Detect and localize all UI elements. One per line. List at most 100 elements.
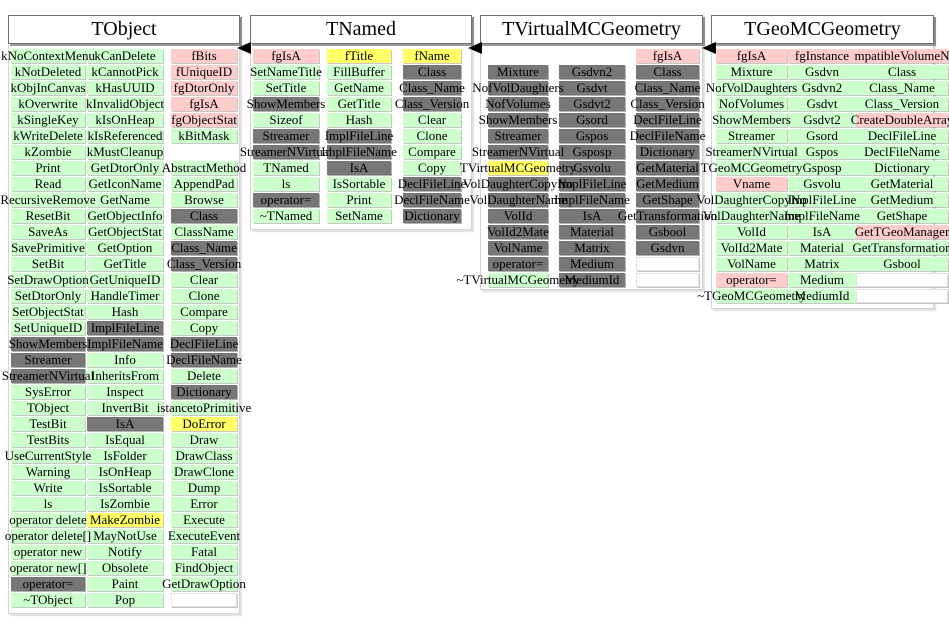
member-cell[interactable]: TVirtualMCGeometry xyxy=(460,161,576,175)
member-cell[interactable]: Compare xyxy=(171,305,237,319)
member-cell[interactable]: VolDaughterCopyNo xyxy=(463,177,573,191)
member-cell[interactable]: Matrix xyxy=(559,241,625,255)
member-cell[interactable]: InvertBit xyxy=(87,401,163,415)
member-cell[interactable]: Class xyxy=(636,65,699,79)
member-cell[interactable]: Print xyxy=(327,193,391,207)
member-cell[interactable]: ShowMembers xyxy=(712,113,791,127)
member-cell[interactable]: Streamer xyxy=(11,353,85,367)
member-cell[interactable]: VolName xyxy=(488,241,548,255)
member-cell[interactable]: Class_Version xyxy=(630,97,705,111)
member-cell[interactable]: ClassName xyxy=(171,225,237,239)
member-cell[interactable]: Copy xyxy=(171,321,237,335)
member-cell[interactable]: GetTGeoManager xyxy=(855,225,949,239)
member-cell[interactable]: GetMedium xyxy=(636,177,699,191)
member-cell[interactable]: Draw xyxy=(171,433,237,447)
member-cell[interactable]: Streamer xyxy=(253,129,319,143)
member-cell[interactable]: TObject xyxy=(11,401,85,415)
member-cell[interactable]: Class_Version xyxy=(856,97,948,111)
member-cell[interactable]: Gsvolu xyxy=(788,177,856,191)
member-cell[interactable]: fgDtorOnly xyxy=(171,81,237,95)
member-cell[interactable]: DrawClass xyxy=(171,449,237,463)
member-cell[interactable]: SetTitle xyxy=(253,81,319,95)
member-cell[interactable]: ShowMembers xyxy=(247,97,325,111)
member-cell[interactable]: ImplFileName xyxy=(321,145,397,159)
member-cell[interactable]: AppendPad xyxy=(171,177,237,191)
member-cell[interactable]: Gsord xyxy=(788,129,856,143)
member-cell[interactable]: ShowMembers xyxy=(479,113,557,127)
member-cell[interactable]: operator delete xyxy=(9,513,87,527)
member-cell[interactable]: Copy xyxy=(403,161,461,175)
member-cell[interactable]: Pop xyxy=(87,593,163,607)
member-cell[interactable]: operator= xyxy=(716,273,787,287)
member-cell[interactable]: Print xyxy=(11,161,85,175)
member-cell[interactable]: Gsdvn2 xyxy=(559,65,625,79)
member-cell[interactable]: HandleTimer xyxy=(87,289,163,303)
member-cell[interactable]: Clone xyxy=(403,129,461,143)
member-cell[interactable]: DeclFileName xyxy=(166,353,242,367)
member-cell[interactable]: Gsdvt2 xyxy=(559,97,625,111)
member-cell[interactable]: Hash xyxy=(87,305,163,319)
member-cell[interactable]: Clone xyxy=(171,289,237,303)
member-cell[interactable]: TestBits xyxy=(11,433,85,447)
member-cell[interactable]: kOverwrite xyxy=(11,97,85,111)
member-cell[interactable]: Obsolete xyxy=(87,561,163,575)
class-title[interactable]: TVirtualMCGeometry xyxy=(480,15,703,44)
member-cell[interactable]: kCannotPick xyxy=(87,65,163,79)
member-cell[interactable]: operator new xyxy=(11,545,85,559)
member-cell[interactable]: Class_Version xyxy=(167,257,241,271)
member-cell[interactable]: Delete xyxy=(171,369,237,383)
member-cell[interactable]: Clear xyxy=(403,113,461,127)
member-cell[interactable]: DeclFileLine xyxy=(170,337,238,351)
member-cell[interactable]: Class_Name xyxy=(856,81,948,95)
member-cell[interactable]: Gsdvt2 xyxy=(788,113,856,127)
member-cell[interactable]: GetObjectStat xyxy=(87,225,163,239)
member-cell[interactable]: ImplFileName xyxy=(87,337,163,351)
member-cell[interactable]: fgIsA xyxy=(716,49,787,63)
member-cell[interactable]: VolId xyxy=(488,209,548,223)
member-cell[interactable]: ImplFileName xyxy=(554,193,630,207)
member-cell[interactable]: Clear xyxy=(171,273,237,287)
member-cell[interactable]: kZombie xyxy=(11,145,85,159)
member-cell[interactable]: Dump xyxy=(171,481,237,495)
member-cell[interactable]: NofVolumes xyxy=(485,97,551,111)
member-cell[interactable]: ls xyxy=(11,497,85,511)
member-cell[interactable]: kSingleKey xyxy=(11,113,85,127)
member-cell[interactable]: Browse xyxy=(171,193,237,207)
member-cell[interactable]: StreamerNVirtual xyxy=(472,145,564,159)
member-cell[interactable]: Class_Name xyxy=(399,81,465,95)
member-cell[interactable]: Compare xyxy=(403,145,461,159)
member-cell[interactable]: Vname xyxy=(716,177,787,191)
member-cell[interactable]: Dictionary xyxy=(636,145,699,159)
member-cell[interactable]: StreamerNVirtual xyxy=(2,369,94,383)
member-cell[interactable]: SysError xyxy=(11,385,85,399)
member-cell[interactable]: GetName xyxy=(87,193,163,207)
member-cell[interactable]: kIsReferenced xyxy=(87,129,163,143)
member-cell[interactable]: IsA xyxy=(788,225,856,239)
member-cell[interactable]: MakeZombie xyxy=(87,513,163,527)
member-cell[interactable]: Inspect xyxy=(87,385,163,399)
member-cell[interactable]: MayNotUse xyxy=(87,529,163,543)
member-cell[interactable]: VolId xyxy=(716,225,787,239)
member-cell[interactable]: Write xyxy=(11,481,85,495)
member-cell[interactable]: fUniqueID xyxy=(171,65,237,79)
member-cell[interactable]: GetMaterial xyxy=(636,161,699,175)
member-cell[interactable]: Info xyxy=(87,353,163,367)
member-cell[interactable]: Medium xyxy=(559,257,625,271)
member-cell[interactable]: GetOption xyxy=(87,241,163,255)
member-cell[interactable]: SetUniqueID xyxy=(11,321,85,335)
member-cell[interactable]: GetShape xyxy=(856,209,948,223)
member-cell[interactable]: DeclFileName xyxy=(394,193,470,207)
member-cell[interactable]: SetDrawOption xyxy=(7,273,89,287)
member-cell[interactable]: ResetBit xyxy=(11,209,85,223)
member-cell[interactable]: Mixture xyxy=(488,65,548,79)
member-cell[interactable]: IsA xyxy=(87,417,163,431)
member-cell[interactable]: GetTransformation xyxy=(852,241,949,255)
member-cell[interactable]: TNamed xyxy=(253,161,319,175)
member-cell[interactable]: DrawClone xyxy=(171,465,237,479)
member-cell[interactable]: Warning xyxy=(11,465,85,479)
member-cell[interactable]: SetDtorOnly xyxy=(11,289,85,303)
member-cell[interactable]: FillBuffer xyxy=(327,65,391,79)
member-cell[interactable]: SetObjectStat xyxy=(11,305,85,319)
member-cell[interactable]: fgIsA xyxy=(253,49,319,63)
member-cell[interactable]: FindObject xyxy=(171,561,237,575)
